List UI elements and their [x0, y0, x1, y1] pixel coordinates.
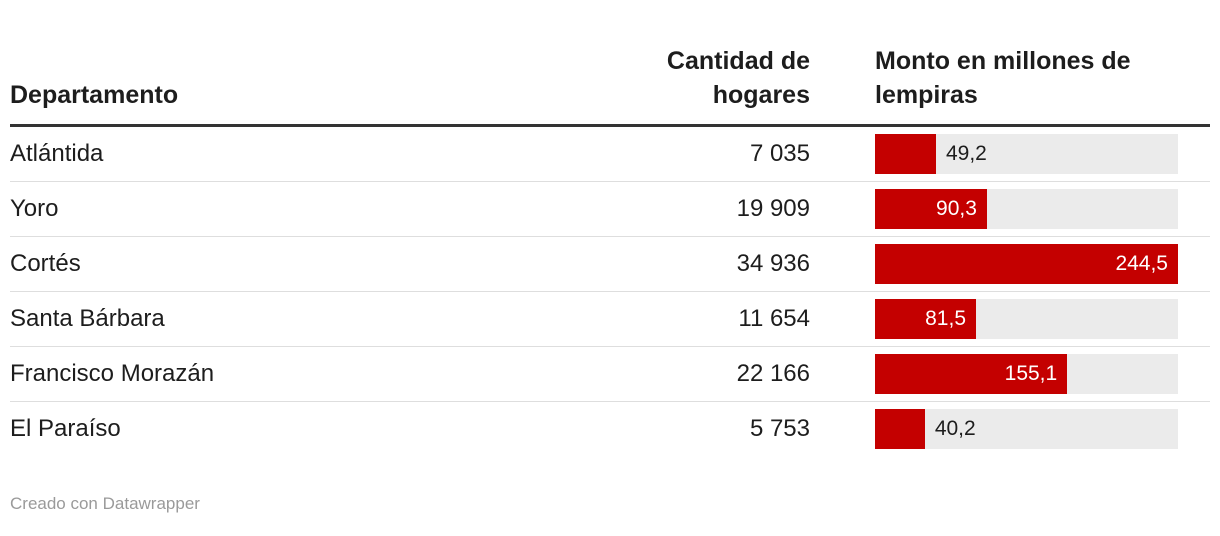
bar-track: 90,3: [875, 189, 1178, 229]
households-cell: 19 909: [736, 195, 810, 222]
amount-bar-cell: 90,3: [875, 189, 1210, 229]
bar-fill: 81,5: [875, 299, 976, 339]
department-cell: Francisco Morazán: [10, 360, 215, 387]
bar-track: 155,1: [875, 354, 1178, 394]
bar-track: 244,5: [875, 244, 1178, 284]
table-body: Atlántida 7 035 49,2 Yoro 19 909 90,3: [10, 127, 1210, 456]
amount-bar-cell: 155,1: [875, 354, 1210, 394]
bar-fill: 90,3: [875, 189, 987, 229]
department-cell: Santa Bárbara: [10, 305, 165, 332]
bar-track: 40,2: [875, 409, 1178, 449]
households-cell: 5 753: [749, 415, 810, 442]
amount-bar-cell: 49,2: [875, 134, 1210, 174]
department-cell: Cortés: [10, 250, 81, 277]
table-row: Atlántida 7 035 49,2: [10, 127, 1210, 182]
households-cell: 7 035: [749, 140, 810, 167]
table-row: Cortés 34 936 244,5: [10, 237, 1210, 292]
table-header-row: Departamento Cantidad de hogares Monto e…: [10, 0, 1210, 127]
bar-track: 81,5: [875, 299, 1178, 339]
bar-value-label: 40,2: [934, 417, 976, 440]
table-row: Yoro 19 909 90,3: [10, 182, 1210, 237]
department-cell: Yoro: [10, 195, 59, 222]
households-cell: 34 936: [736, 250, 810, 277]
bar-fill: 155,1: [875, 354, 1068, 394]
bar-fill: [875, 409, 925, 449]
households-cell: 11 654: [738, 305, 810, 332]
bar-fill: [875, 134, 936, 174]
households-cell: 22 166: [736, 360, 810, 387]
table-row: Santa Bárbara 11 654 81,5: [10, 292, 1210, 347]
bar-value-label: 81,5: [925, 307, 966, 330]
bar-value-label: 244,5: [1115, 252, 1168, 275]
table-row: El Paraíso 5 753 40,2: [10, 402, 1210, 456]
department-cell: Atlántida: [10, 140, 104, 167]
amount-bar-cell: 40,2: [875, 409, 1210, 449]
bar-fill: 244,5: [875, 244, 1178, 284]
bar-value-label: 49,2: [945, 142, 987, 165]
column-header-amount: Monto en millones de lempiras: [875, 47, 1131, 109]
table-row: Francisco Morazán 22 166 155,1: [10, 347, 1210, 402]
column-header-department: Departamento: [10, 81, 179, 109]
amount-bar-cell: 81,5: [875, 299, 1210, 339]
bar-value-label: 155,1: [1004, 362, 1058, 385]
bar-track: 49,2: [875, 134, 1178, 174]
bar-value-label: 90,3: [936, 197, 977, 220]
department-cell: El Paraíso: [10, 415, 121, 442]
column-header-households: Cantidad de hogares: [666, 47, 810, 109]
amount-bar-cell: 244,5: [875, 244, 1210, 284]
attribution[interactable]: Creado con Datawrapper: [10, 494, 200, 513]
